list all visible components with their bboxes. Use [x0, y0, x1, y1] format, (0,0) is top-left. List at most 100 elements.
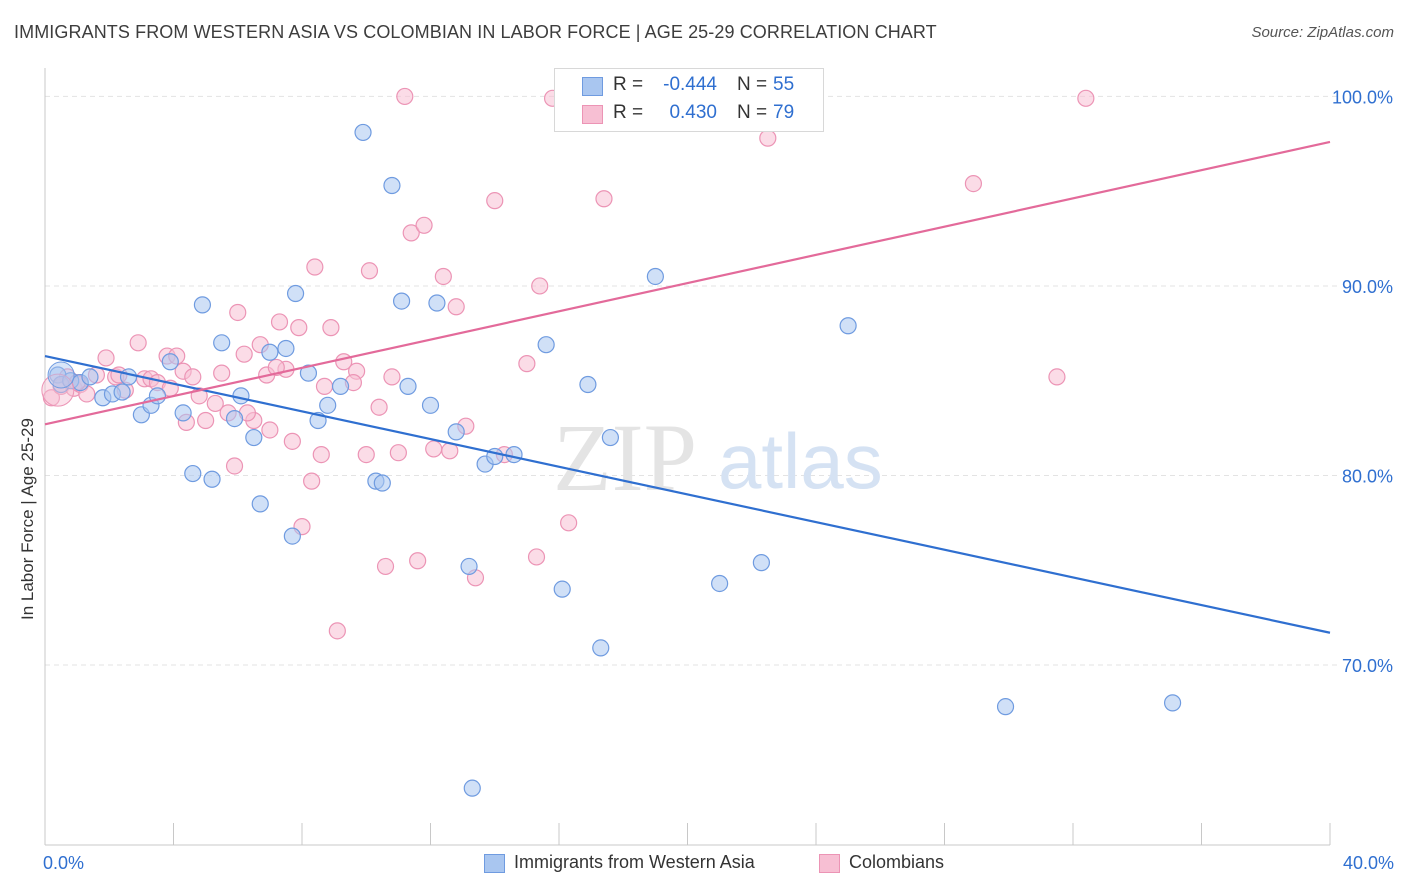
point-colombians	[184, 368, 202, 386]
point-colombians	[360, 262, 379, 280]
point-colombians	[1048, 368, 1066, 386]
chart-source: Source: ZipAtlas.com	[1251, 24, 1394, 41]
pink-swatch-icon	[582, 105, 603, 124]
point-western-asia	[251, 495, 269, 513]
point-western-asia	[579, 375, 597, 394]
watermark-zip: ZIP	[553, 404, 697, 511]
point-western-asia	[203, 470, 221, 488]
point-colombians	[447, 298, 465, 316]
point-western-asia	[996, 698, 1015, 716]
point-western-asia	[646, 267, 664, 286]
point-colombians	[229, 303, 247, 322]
point-colombians	[1077, 89, 1095, 107]
point-western-asia	[373, 474, 391, 492]
point-western-asia	[447, 423, 465, 441]
point-western-asia	[460, 557, 478, 576]
point-western-asia	[392, 292, 411, 310]
point-colombians	[283, 432, 301, 450]
point-colombians	[261, 421, 279, 439]
legend-label: Colombians	[849, 852, 945, 872]
point-western-asia	[81, 368, 99, 386]
point-western-asia	[47, 361, 75, 389]
point-western-asia	[383, 176, 401, 195]
point-colombians	[434, 267, 452, 286]
point-colombians	[376, 557, 395, 576]
point-colombians	[402, 224, 420, 242]
y-tick-label: 100.0%	[1332, 87, 1393, 107]
point-western-asia	[331, 377, 350, 395]
point-colombians	[759, 129, 777, 147]
point-colombians	[595, 190, 613, 208]
chart-title: IMMIGRANTS FROM WESTERN ASIA VS COLOMBIA…	[14, 22, 937, 42]
point-western-asia	[319, 396, 337, 414]
point-colombians	[425, 440, 443, 458]
point-colombians	[415, 216, 433, 234]
point-western-asia	[711, 574, 729, 593]
point-colombians	[328, 622, 346, 640]
point-western-asia	[193, 296, 212, 314]
point-colombians	[315, 377, 334, 395]
point-colombians	[206, 394, 224, 413]
point-western-asia	[428, 294, 446, 312]
point-western-asia	[277, 339, 295, 358]
point-colombians	[225, 457, 244, 475]
axes	[44, 68, 1331, 846]
point-western-asia	[505, 446, 523, 464]
y-tick-label: 90.0%	[1342, 277, 1393, 297]
point-western-asia	[299, 364, 318, 382]
stats-row-blue: R = -0.444 N = 55	[555, 72, 823, 100]
point-colombians	[396, 87, 414, 106]
point-colombians	[129, 334, 147, 352]
blue-swatch-icon	[484, 854, 505, 873]
y-tick-labels: 70.0% 80.0% 90.0% 100.0%	[1332, 87, 1393, 676]
point-colombians	[312, 446, 330, 464]
point-colombians	[235, 345, 253, 363]
point-western-asia	[232, 387, 250, 405]
point-colombians	[213, 364, 231, 382]
trend-lines	[44, 140, 1331, 634]
pink-swatch-icon	[819, 854, 840, 873]
point-colombians	[527, 548, 546, 566]
point-western-asia	[213, 334, 231, 352]
r-value: -0.444	[663, 74, 717, 95]
point-western-asia	[113, 383, 131, 401]
r-label: R =	[613, 74, 644, 95]
point-western-asia	[261, 343, 279, 361]
point-western-asia	[839, 317, 857, 335]
trend-line-colombians	[44, 140, 1331, 426]
point-colombians	[97, 349, 115, 367]
point-colombians	[322, 319, 340, 337]
point-colombians	[197, 411, 215, 430]
blue-swatch-icon	[582, 77, 603, 96]
point-western-asia	[174, 404, 192, 422]
point-western-asia	[752, 554, 770, 572]
point-colombians	[357, 446, 375, 464]
point-western-asia	[245, 428, 263, 447]
trend-line-western-asia	[44, 354, 1331, 634]
y-tick-label: 70.0%	[1342, 656, 1393, 676]
point-western-asia	[463, 779, 481, 797]
point-colombians	[267, 358, 285, 377]
point-western-asia	[161, 353, 179, 371]
point-western-asia	[601, 428, 620, 447]
stats-row-pink: R = 0.430 N = 79	[555, 100, 823, 128]
point-colombians	[370, 398, 388, 416]
n-label: N =	[737, 74, 768, 95]
point-western-asia	[286, 284, 305, 303]
point-western-asia	[283, 527, 301, 545]
point-western-asia	[553, 580, 571, 598]
y-tick-label: 80.0%	[1342, 466, 1393, 486]
point-colombians	[306, 258, 324, 276]
r-label: R =	[613, 102, 644, 123]
x-axis-min-label: 0.0%	[43, 853, 85, 873]
legend-label: Immigrants from Western Asia	[514, 852, 755, 872]
point-western-asia	[592, 639, 610, 657]
point-western-asia	[354, 123, 372, 142]
r-value: 0.430	[669, 102, 717, 123]
point-colombians	[409, 552, 427, 570]
n-value: 79	[773, 102, 795, 123]
stats-box: R = -0.444 N = 55 R = 0.430 N = 79	[554, 68, 824, 132]
point-colombians	[389, 444, 407, 462]
point-western-asia	[421, 396, 440, 414]
point-western-asia	[399, 377, 417, 395]
